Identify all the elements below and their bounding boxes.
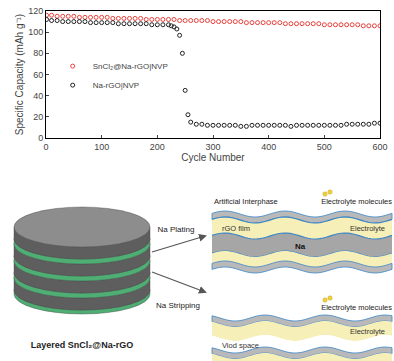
svg-text:Cycle Number: Cycle Number xyxy=(181,152,245,163)
svg-text:rGO film: rGO film xyxy=(222,224,250,233)
svg-text:SnCl₂@Na-rGO|NVP: SnCl₂@Na-rGO|NVP xyxy=(93,62,168,71)
svg-text:40: 40 xyxy=(33,91,43,101)
svg-text:Artificial Interphase: Artificial Interphase xyxy=(214,197,278,206)
svg-text:100: 100 xyxy=(94,142,109,152)
svg-text:60: 60 xyxy=(33,70,43,80)
svg-text:20: 20 xyxy=(33,112,43,122)
svg-text:0: 0 xyxy=(38,133,43,143)
svg-text:200: 200 xyxy=(150,142,165,152)
svg-text:100: 100 xyxy=(28,27,43,37)
svg-text:0: 0 xyxy=(43,142,48,152)
svg-text:Layered SnCl₂@Na-rGO: Layered SnCl₂@Na-rGO xyxy=(31,340,133,350)
svg-text:Na-rGO|NVP: Na-rGO|NVP xyxy=(93,81,140,90)
svg-text:Na Plating: Na Plating xyxy=(158,225,195,234)
svg-text:300: 300 xyxy=(205,142,220,152)
svg-text:80: 80 xyxy=(33,48,43,58)
svg-text:Specific Capacity (mAh g⁻¹): Specific Capacity (mAh g⁻¹) xyxy=(14,14,25,135)
svg-text:600: 600 xyxy=(372,142,387,152)
svg-text:Electrolyte: Electrolyte xyxy=(350,224,385,233)
svg-text:Na: Na xyxy=(295,242,306,251)
svg-text:120: 120 xyxy=(28,6,43,16)
svg-text:400: 400 xyxy=(261,142,276,152)
svg-text:Viod space: Viod space xyxy=(222,341,259,350)
svg-text:Electrolyte: Electrolyte xyxy=(350,327,385,336)
svg-text:Electrolyte molecules: Electrolyte molecules xyxy=(321,303,392,312)
svg-text:500: 500 xyxy=(317,142,332,152)
svg-text:Electrolyte molecules: Electrolyte molecules xyxy=(321,197,392,206)
svg-text:Na Stripping: Na Stripping xyxy=(156,301,200,310)
